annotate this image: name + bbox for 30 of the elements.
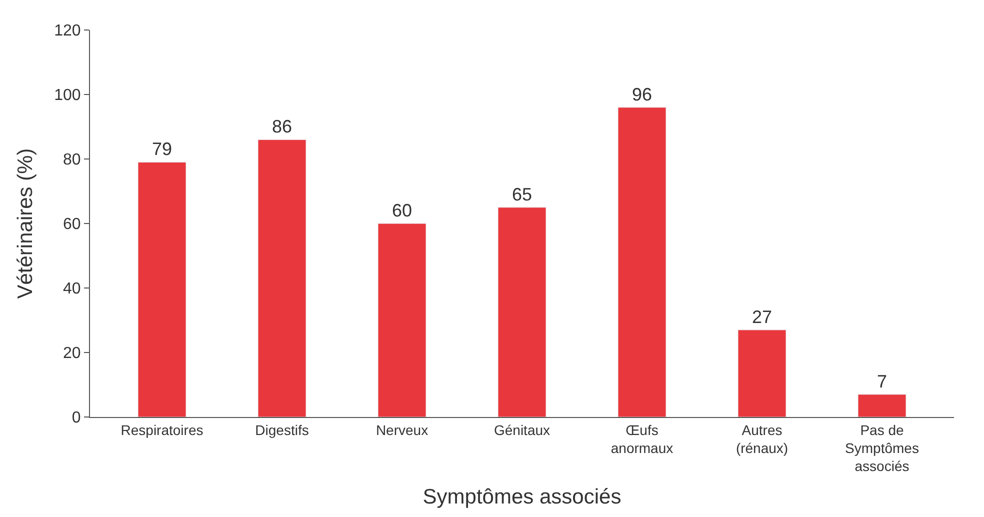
bar	[138, 162, 186, 417]
bar	[378, 223, 426, 417]
y-tick-label: 20	[63, 345, 81, 362]
x-axis-title: Symptômes associés	[422, 485, 622, 508]
x-tick-label: Œufs anormaux	[610, 422, 674, 456]
y-axis-title: Vétérinaires (%)	[14, 148, 38, 299]
data-label: 65	[512, 184, 532, 204]
data-label: 86	[272, 116, 292, 137]
x-tick-label: Digestifs	[255, 422, 309, 438]
data-label: 79	[152, 139, 172, 160]
bar	[258, 139, 306, 417]
y-tick-label: 80	[63, 152, 81, 169]
data-label: 96	[632, 84, 652, 104]
x-tick-label: Autres (rénaux)	[736, 422, 788, 456]
bar	[858, 394, 906, 417]
y-tick-label: 120	[54, 22, 81, 40]
data-label: 7	[876, 371, 888, 392]
y-tick-label: 60	[63, 216, 81, 234]
y-tick-label: 40	[63, 280, 81, 298]
data-label: 60	[392, 200, 412, 220]
x-tick-label: Nerveux	[376, 422, 428, 438]
x-tick-label: Génitaux	[494, 422, 550, 438]
x-tick-label: Pas de Symptômes associés	[845, 422, 919, 474]
data-label: 27	[752, 306, 772, 327]
bar	[618, 107, 666, 417]
bar	[738, 330, 786, 417]
y-tick-label: 0	[72, 410, 81, 427]
x-tick-label: Respiratoires	[120, 422, 204, 438]
y-tick-label: 100	[54, 87, 81, 104]
bar	[498, 207, 546, 417]
